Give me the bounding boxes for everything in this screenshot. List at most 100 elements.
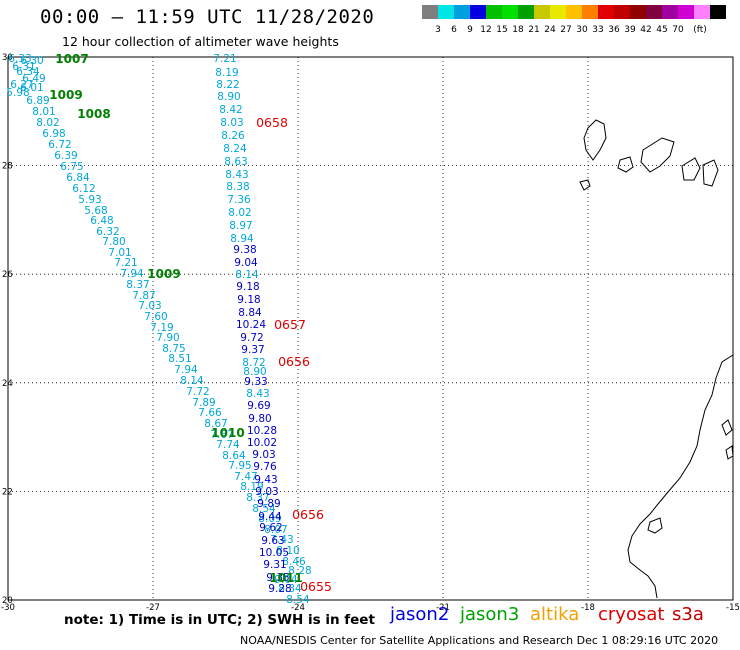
- colorbar-swatch: [646, 5, 662, 19]
- swh-value: 5.98: [6, 87, 29, 99]
- swh-value: 8.01: [32, 106, 55, 118]
- swh-value: 6.48: [90, 215, 113, 227]
- swh-value: 7.94: [120, 268, 144, 280]
- colorbar-swatch: [614, 5, 630, 19]
- swh-value: 9.38: [233, 244, 256, 256]
- colorbar-label: 9: [467, 25, 473, 35]
- coastline: [721, 419, 733, 436]
- colorbar-label: 30: [576, 25, 588, 35]
- swh-value: 7.90: [156, 332, 179, 344]
- map-title: 00:00 — 11:59 UTC 11/28/2020: [40, 6, 375, 28]
- swh-value: 8.28: [288, 565, 311, 577]
- swh-value: 7.89: [192, 397, 215, 409]
- lat-tick-label: 30: [2, 53, 13, 63]
- lat-tick-label: 26: [2, 270, 13, 280]
- swh-value: 8.90: [243, 366, 266, 378]
- swh-value: 7.03: [138, 300, 161, 312]
- swh-value: 8.26: [221, 130, 245, 142]
- colorbar-swatch: [502, 5, 518, 19]
- swh-value: 6.01: [20, 82, 43, 94]
- swh-value: 5.93: [78, 194, 101, 206]
- swh-value: 6.98: [42, 128, 65, 140]
- colorbar-swatch: [678, 5, 694, 19]
- colorbar-swatch: [518, 5, 534, 19]
- swh-value: 9.35: [266, 572, 289, 584]
- legend-cryosat: cryosat: [598, 604, 665, 625]
- lon-tick-label: -30: [1, 603, 15, 613]
- swh-value: 8.72: [242, 357, 265, 369]
- swh-value: 6.12: [72, 183, 95, 195]
- swh-value: 8.90: [217, 91, 240, 103]
- swh-value: 8.10: [276, 545, 299, 557]
- colorbar-label: 27: [560, 25, 571, 35]
- swh-value: 7.72: [186, 386, 209, 398]
- swh-value: 8.14: [235, 269, 259, 281]
- pass-time-label: 1010: [211, 426, 244, 440]
- swh-value: 6.49: [22, 73, 45, 85]
- swh-value: 8.37: [126, 279, 149, 291]
- swh-value: 8.84: [238, 307, 262, 319]
- lon-tick-label: -21: [436, 603, 450, 613]
- swh-value: 8.46: [282, 556, 306, 568]
- pass-time-label: 0656: [292, 507, 324, 522]
- coastline: [583, 119, 607, 161]
- pass-time-label: 0657: [274, 317, 306, 332]
- swh-value: 8.19: [240, 481, 263, 493]
- swh-value: 7.74: [216, 439, 240, 451]
- swh-value: 8.54: [252, 503, 276, 515]
- colorbar-label: 6: [451, 25, 457, 35]
- colorbar-swatch: [582, 5, 598, 19]
- swh-value: 8.07: [264, 524, 287, 536]
- lat-tick-label: 20: [2, 596, 13, 606]
- colorbar-label: 33: [592, 25, 603, 35]
- swh-value: 6.39: [54, 150, 77, 162]
- coastline: [681, 157, 701, 181]
- swh-value: 8.19: [215, 67, 238, 79]
- colorbar-swatch: [662, 5, 678, 19]
- swh-value: 9.69: [247, 400, 270, 412]
- pass-time-label: 1008: [77, 107, 110, 121]
- swh-value: 8.03: [220, 117, 243, 129]
- lat-tick-label: 24: [2, 379, 13, 389]
- swh-value: 6.89: [26, 95, 49, 107]
- credit-line: NOAA/NESDIS Center for Satellite Applica…: [240, 634, 719, 647]
- swh-value: 9.62: [259, 522, 282, 534]
- swh-value: 9.03: [252, 449, 275, 461]
- swh-value: 9.33: [244, 376, 267, 388]
- swh-value: 6.32: [96, 226, 119, 238]
- swh-value: 9.28: [268, 583, 291, 595]
- swh-value: 9.04: [274, 574, 298, 586]
- swh-value: 9.80: [248, 413, 271, 425]
- colorbar-label: 3: [435, 25, 441, 35]
- pass-time-label: 0655: [300, 579, 332, 594]
- swh-value: 7.21: [114, 257, 137, 269]
- colorbar-swatch: [630, 5, 646, 19]
- coastline: [647, 517, 663, 534]
- colorbar-swatch: [454, 5, 470, 19]
- swh-value: 7.95: [228, 460, 251, 472]
- swh-value: 8.75: [162, 343, 185, 355]
- colorbar-swatch: [534, 5, 550, 19]
- swh-value: 7.43: [270, 534, 293, 546]
- pass-time-label: 1009: [147, 267, 180, 281]
- swh-value: 8.94: [230, 233, 254, 245]
- pass-time-label: 0658: [256, 115, 288, 130]
- swh-value: 9.44: [258, 511, 282, 523]
- swh-value: 7.01: [108, 247, 131, 259]
- pass-time-label: 1011: [269, 571, 302, 585]
- swh-value: 8.63: [224, 156, 247, 168]
- pass-time-label: 0656: [278, 354, 310, 369]
- swh-value: 8.51: [168, 353, 191, 365]
- legend-s3a: s3a: [672, 604, 704, 625]
- pass-time-label: 1009: [49, 88, 82, 102]
- legend-altika: altika: [530, 604, 580, 625]
- swh-value: 9.18: [237, 294, 260, 306]
- legend-jason3: jason3: [460, 604, 520, 625]
- swh-value: 6.72: [48, 139, 71, 151]
- colorbar-label: 70: [672, 25, 684, 35]
- colorbar-swatch: [566, 5, 582, 19]
- coastline: [640, 137, 675, 173]
- swh-value: 8.54: [286, 594, 310, 606]
- swh-value: 8.38: [226, 181, 249, 193]
